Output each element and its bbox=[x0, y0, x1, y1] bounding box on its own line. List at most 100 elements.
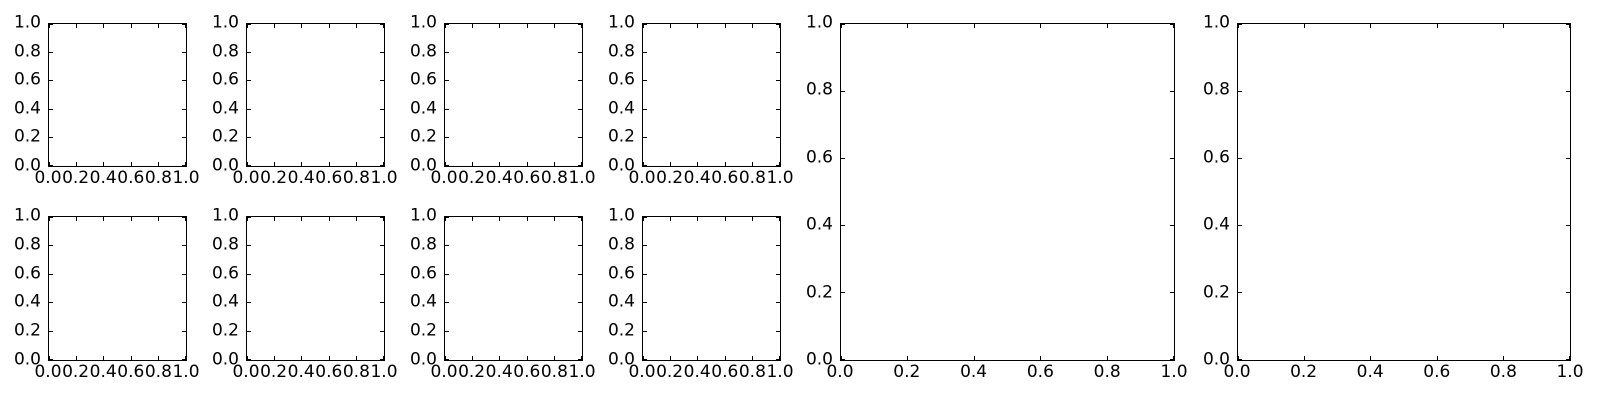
x-tick-mark bbox=[383, 24, 384, 28]
x-tick-mark bbox=[49, 356, 50, 360]
y-tick-label: 0.2 bbox=[211, 126, 239, 147]
x-tick-mark bbox=[1569, 356, 1570, 360]
y-tick-mark bbox=[445, 24, 449, 25]
y-tick-mark bbox=[380, 245, 384, 246]
y-tick-mark bbox=[247, 80, 251, 81]
y-tick-mark bbox=[578, 24, 582, 25]
x-tick-mark bbox=[158, 162, 159, 166]
x-tick-mark bbox=[670, 217, 671, 221]
x-tick-mark bbox=[247, 217, 248, 221]
x-tick-label: 0.0 bbox=[1223, 362, 1251, 382]
y-tick-mark bbox=[247, 331, 251, 332]
subplot-small-row2-col4 bbox=[642, 216, 781, 361]
y-tick-label: 0.0 bbox=[211, 349, 239, 370]
x-tick-mark bbox=[554, 217, 555, 221]
y-tick-mark bbox=[247, 24, 251, 25]
x-tick-mark bbox=[301, 24, 302, 28]
x-tick-mark bbox=[581, 356, 582, 360]
y-tick-mark bbox=[182, 80, 186, 81]
y-tick-mark bbox=[49, 245, 53, 246]
y-tick-mark bbox=[49, 302, 53, 303]
y-tick-mark bbox=[445, 274, 449, 275]
x-tick-mark bbox=[356, 162, 357, 166]
x-tick-mark bbox=[356, 24, 357, 28]
x-tick-mark bbox=[1569, 24, 1570, 28]
y-tick-mark bbox=[578, 109, 582, 110]
x-tick-mark bbox=[581, 24, 582, 28]
x-tick-mark bbox=[329, 217, 330, 221]
x-tick-label: 0.6 bbox=[1423, 362, 1451, 382]
x-tick-mark bbox=[752, 24, 753, 28]
x-tick-mark bbox=[76, 24, 77, 28]
y-tick-mark bbox=[445, 80, 449, 81]
x-tick-label: 0.4 bbox=[485, 362, 513, 382]
x-tick-mark bbox=[974, 24, 975, 28]
y-tick-label: 0.6 bbox=[1202, 147, 1230, 168]
x-tick-label: 0.4 bbox=[485, 168, 513, 188]
x-tick-mark bbox=[76, 356, 77, 360]
x-tick-mark bbox=[670, 356, 671, 360]
x-tick-mark bbox=[274, 162, 275, 166]
x-tick-label: 0.2 bbox=[1290, 362, 1318, 382]
x-tick-mark bbox=[725, 356, 726, 360]
y-tick-mark bbox=[49, 24, 53, 25]
y-tick-mark bbox=[1238, 24, 1242, 25]
y-tick-mark bbox=[578, 80, 582, 81]
x-tick-label: 0.8 bbox=[540, 168, 568, 188]
y-tick-mark bbox=[643, 137, 647, 138]
x-tick-mark bbox=[527, 217, 528, 221]
y-tick-mark bbox=[247, 274, 251, 275]
x-tick-mark bbox=[725, 24, 726, 28]
x-tick-mark bbox=[158, 356, 159, 360]
y-tick-mark bbox=[776, 80, 780, 81]
x-tick-mark bbox=[974, 356, 975, 360]
y-tick-mark bbox=[247, 165, 251, 166]
y-tick-mark bbox=[1566, 158, 1570, 159]
x-tick-label: 0.6 bbox=[513, 168, 541, 188]
x-tick-label: 0.6 bbox=[513, 362, 541, 382]
x-tick-mark bbox=[643, 356, 644, 360]
y-tick-label: 0.6 bbox=[211, 263, 239, 284]
y-tick-label: 0.2 bbox=[13, 126, 41, 147]
x-tick-mark bbox=[445, 162, 446, 166]
y-tick-mark bbox=[49, 137, 53, 138]
x-tick-mark bbox=[383, 162, 384, 166]
y-tick-label: 0.0 bbox=[211, 155, 239, 176]
x-tick-mark bbox=[301, 217, 302, 221]
y-tick-label: 0.4 bbox=[211, 98, 239, 119]
x-tick-mark bbox=[752, 162, 753, 166]
x-tick-mark bbox=[383, 356, 384, 360]
y-tick-mark bbox=[643, 274, 647, 275]
x-tick-mark bbox=[499, 24, 500, 28]
y-tick-label: 0.4 bbox=[13, 291, 41, 312]
x-tick-mark bbox=[697, 24, 698, 28]
y-tick-mark bbox=[578, 217, 582, 218]
y-tick-mark bbox=[1170, 24, 1174, 25]
x-tick-mark bbox=[76, 217, 77, 221]
x-tick-mark bbox=[131, 24, 132, 28]
y-tick-label: 0.8 bbox=[607, 234, 635, 255]
x-tick-label: 0.0 bbox=[826, 362, 854, 382]
y-tick-mark bbox=[445, 109, 449, 110]
y-tick-mark bbox=[1170, 158, 1174, 159]
x-tick-label: 0.8 bbox=[144, 362, 172, 382]
y-tick-mark bbox=[776, 302, 780, 303]
y-tick-label: 0.0 bbox=[607, 349, 635, 370]
y-tick-mark bbox=[841, 225, 845, 226]
x-tick-label: 0.8 bbox=[342, 168, 370, 188]
x-tick-mark bbox=[131, 356, 132, 360]
y-tick-mark bbox=[841, 24, 845, 25]
x-tick-mark bbox=[247, 356, 248, 360]
y-tick-mark bbox=[182, 217, 186, 218]
y-tick-mark bbox=[182, 331, 186, 332]
y-tick-mark bbox=[182, 165, 186, 166]
x-tick-mark bbox=[329, 24, 330, 28]
x-tick-mark bbox=[697, 162, 698, 166]
x-tick-mark bbox=[1040, 24, 1041, 28]
x-tick-label: 1.0 bbox=[766, 362, 794, 382]
y-tick-mark bbox=[578, 359, 582, 360]
x-tick-label: 1.0 bbox=[370, 362, 398, 382]
y-tick-mark bbox=[380, 24, 384, 25]
x-tick-mark bbox=[131, 162, 132, 166]
y-tick-mark bbox=[1566, 91, 1570, 92]
